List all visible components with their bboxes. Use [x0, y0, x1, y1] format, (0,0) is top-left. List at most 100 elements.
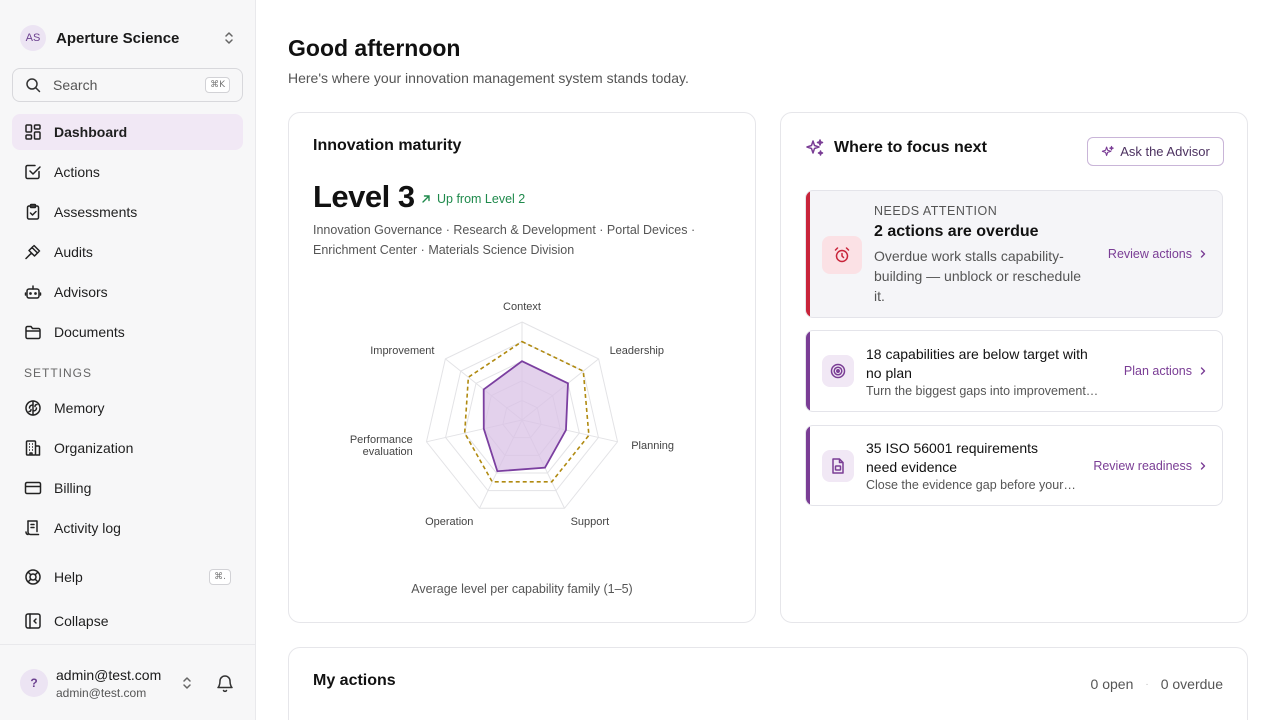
sidebar-item-label: Actions: [54, 164, 100, 180]
radar-series-current: [482, 360, 569, 473]
card-title: Innovation maturity: [313, 137, 462, 154]
capability-families-line: Enrichment Center · Materials Science Di…: [313, 243, 575, 257]
sidebar-item-help[interactable]: Help ⌘.: [12, 559, 243, 595]
sidebar-item-label: Activity log: [54, 520, 121, 536]
user-menu[interactable]: ? admin@test.com admin@test.com: [0, 644, 256, 720]
overdue-count: 0 overdue: [1160, 676, 1223, 692]
sidebar: AS Aperture Science Search ⌘K Dashboard …: [0, 0, 256, 720]
chart-caption: Average level per capability family (1–5…: [411, 582, 633, 596]
capability-families: Innovation Governance · Research & Devel…: [313, 220, 733, 260]
clipboard-icon: [26, 203, 40, 220]
org-switcher[interactable]: AS Aperture Science: [20, 25, 236, 51]
sidebar-item-dashboard[interactable]: Dashboard: [12, 114, 243, 150]
review-actions-link[interactable]: Review actions: [1108, 247, 1208, 261]
gavel-icon: [25, 244, 41, 260]
file-check-icon: [832, 458, 844, 474]
sidebar-item-advisors[interactable]: Advisors: [12, 274, 243, 310]
target-icon: [830, 363, 846, 379]
my-actions-card: My actions 0 open · 0 overdue: [288, 647, 1248, 720]
chevron-up-down-icon: [225, 32, 233, 44]
title-line: 35 ISO 56001 requirements: [866, 440, 1038, 456]
sparkles-icon: [806, 139, 824, 156]
bell-icon[interactable]: [215, 673, 235, 693]
focus-item-overdue[interactable]: NEEDS ATTENTION 2 actions are overdue Ov…: [805, 190, 1223, 318]
avatar: ?: [20, 669, 48, 697]
innovation-maturity-card: Innovation maturity Level 3 Up from Leve…: [288, 112, 756, 623]
sidebar-item-organization[interactable]: Organization: [12, 430, 243, 466]
radar-axis-label: Operation: [425, 516, 473, 528]
focus-header: Where to focus next: [805, 138, 987, 158]
sidebar-item-label: Organization: [54, 440, 134, 456]
title-line: 18 capabilities are below target with: [866, 346, 1088, 362]
dashboard-icon: [25, 124, 41, 140]
sidebar-item-billing[interactable]: Billing: [12, 470, 243, 506]
radar-grid-ring: [464, 360, 580, 474]
collapse-button[interactable]: Collapse: [12, 603, 243, 639]
radar-axis-label: Context: [503, 301, 541, 313]
focus-item-capabilities[interactable]: 18 capabilities are below target with no…: [805, 330, 1223, 412]
sidebar-item-label: Documents: [54, 324, 125, 340]
review-readiness-link[interactable]: Review readiness: [1093, 459, 1208, 473]
alarm-icon-tile: [822, 236, 862, 274]
ask-advisor-label: Ask the Advisor: [1120, 144, 1210, 159]
search-icon: [26, 78, 41, 93]
title-line: no plan: [866, 365, 912, 381]
sidebar-item-audits[interactable]: Audits: [12, 234, 243, 270]
focus-item-title: 2 actions are overdue: [874, 223, 1039, 240]
brain-icon: [25, 400, 41, 416]
radar-grid-ring: [425, 321, 619, 509]
ask-advisor-button[interactable]: Ask the Advisor: [1087, 137, 1224, 166]
search-shortcut: ⌘K: [205, 77, 230, 93]
level-change-text: Up from Level 2: [437, 192, 526, 206]
lifebuoy-icon: [25, 569, 41, 585]
collapse-label: Collapse: [54, 613, 109, 629]
plan-actions-link[interactable]: Plan actions: [1124, 364, 1208, 378]
sidebar-item-memory[interactable]: Memory: [12, 390, 243, 426]
sidebar-item-label: Advisors: [54, 284, 108, 300]
checkbox-icon: [25, 164, 41, 180]
separator: ·: [1145, 678, 1149, 690]
search-input[interactable]: Search ⌘K: [12, 68, 243, 102]
open-count: 0 open: [1090, 676, 1134, 692]
accent-bar: [806, 331, 810, 411]
sidebar-item-activity-log[interactable]: Activity log: [12, 510, 243, 546]
focus-item-description: Turn the biggest gaps into improvement…: [866, 384, 1099, 398]
maturity-level: Level 3: [313, 179, 415, 214]
building-icon: [25, 440, 41, 456]
org-name: Aperture Science: [56, 29, 180, 47]
sidebar-item-label: Help: [54, 569, 83, 585]
link-label: Plan actions: [1123, 364, 1192, 378]
sidebar-item-actions[interactable]: Actions: [12, 154, 243, 190]
page-title: Good afternoon: [288, 35, 461, 61]
radar-axis-label: Support: [571, 516, 610, 528]
level-change-badge: Up from Level 2: [421, 192, 525, 206]
sidebar-item-label: Assessments: [54, 204, 138, 220]
sidebar-item-label: Billing: [54, 480, 92, 496]
radar-series-target: [463, 340, 590, 483]
card-title: My actions: [313, 672, 396, 689]
focus-item-kicker: NEEDS ATTENTION: [874, 204, 998, 218]
focus-item-iso-evidence[interactable]: 35 ISO 56001 requirements need evidence …: [805, 425, 1223, 506]
sidebar-item-label: Memory: [54, 400, 105, 416]
settings-section-label: SETTINGS: [24, 366, 93, 380]
actions-stats: 0 open · 0 overdue: [1091, 676, 1223, 692]
alarm-clock-icon: [834, 247, 850, 263]
chevron-right-icon: [1200, 462, 1206, 470]
org-avatar: AS: [20, 25, 46, 51]
radar-axis-label: Performance evaluation: [350, 434, 413, 458]
radar-axis-label: Planning: [631, 440, 674, 452]
sidebar-item-assessments[interactable]: Assessments: [12, 194, 243, 230]
bot-icon: [24, 285, 42, 299]
description-line: building — unblock or reschedule: [874, 268, 1082, 284]
capability-families-line: Innovation Governance · Research & Devel…: [313, 223, 696, 237]
focus-item-description: Overdue work stalls capability- building…: [874, 246, 1104, 306]
accent-bar: [806, 191, 810, 317]
sidebar-item-documents[interactable]: Documents: [12, 314, 243, 350]
target-icon-tile: [822, 355, 854, 387]
sidebar-item-label: Audits: [54, 244, 93, 260]
user-name: admin@test.com: [56, 667, 162, 683]
radar-axis-label: Leadership: [610, 345, 664, 357]
document-icon-tile: [822, 450, 854, 482]
collapse-icon: [25, 613, 41, 629]
focus-item-title: 35 ISO 56001 requirements need evidence: [866, 439, 1096, 477]
